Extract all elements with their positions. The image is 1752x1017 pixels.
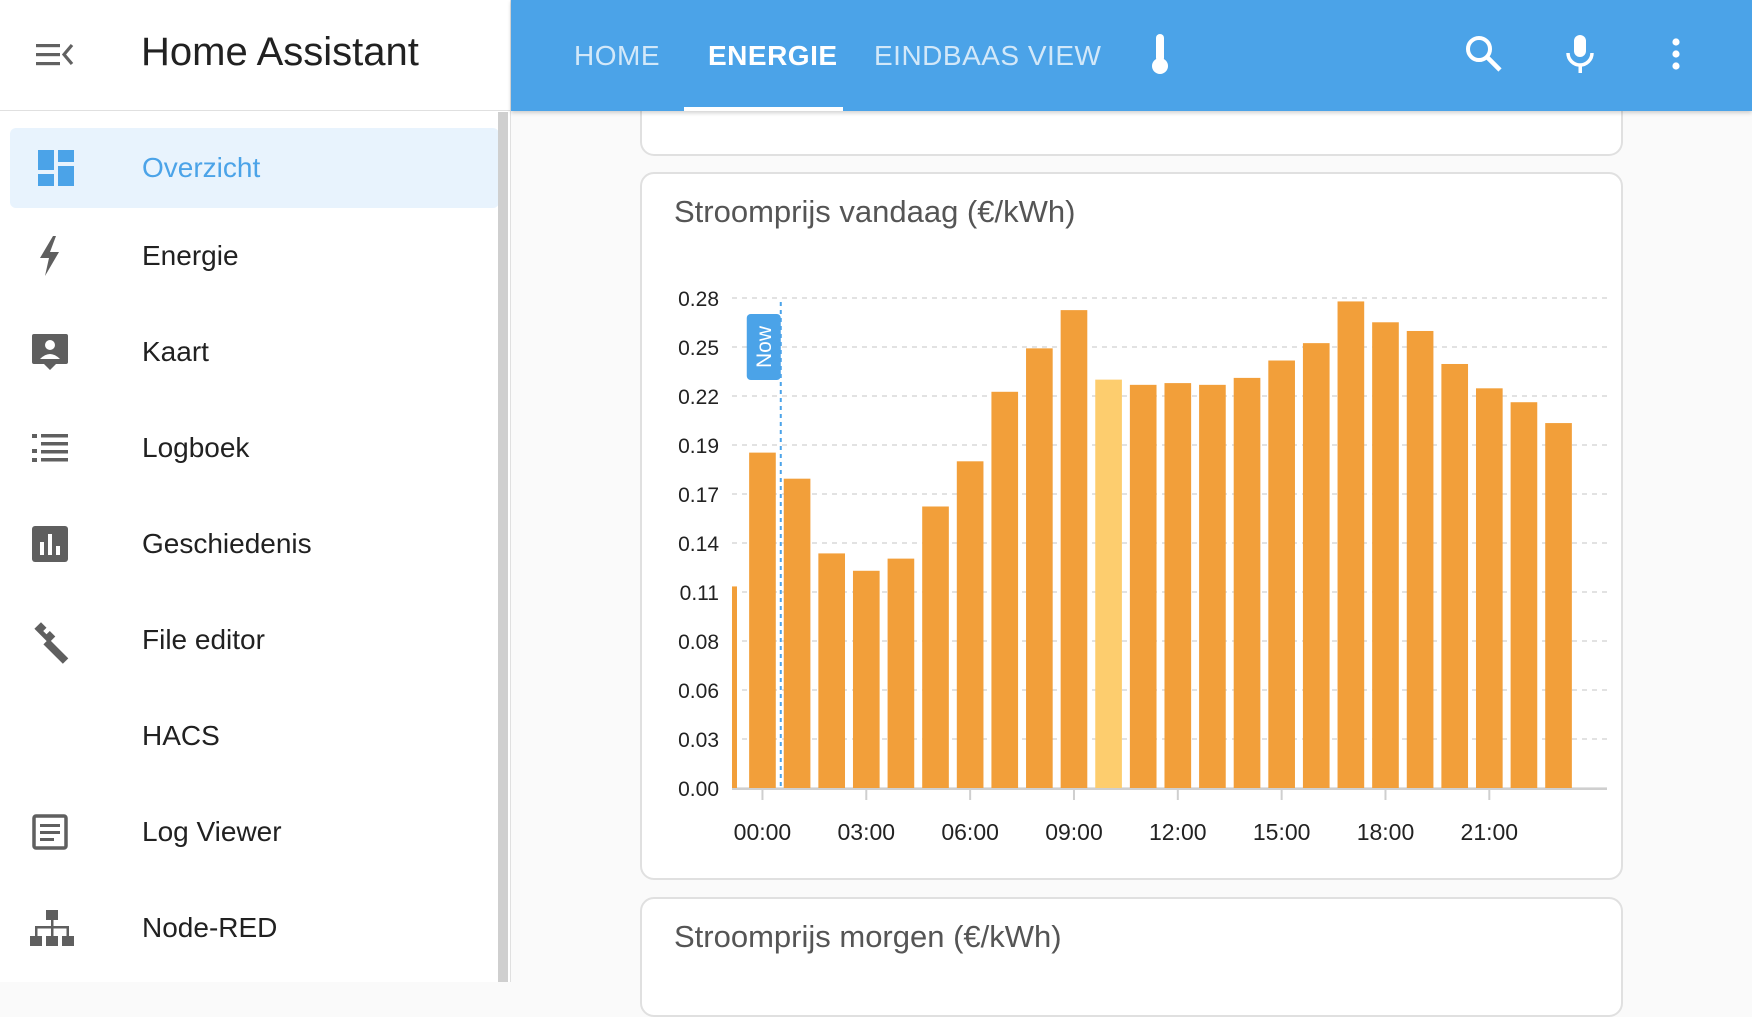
menu-toggle-icon[interactable]	[30, 36, 78, 74]
sidebar-item-node-red[interactable]: Node-RED	[0, 880, 511, 976]
sidebar-item-label: Log Viewer	[142, 816, 282, 847]
bar	[1302, 343, 1330, 788]
y-tick-label: 0.03	[678, 729, 719, 752]
x-tick-label: 12:00	[1149, 819, 1207, 845]
bar	[1441, 363, 1469, 788]
tab-eindbaas-view[interactable]: EINDBAAS VIEW	[874, 40, 1102, 71]
sidebar-item-energie[interactable]: Energie	[0, 208, 511, 304]
list-icon	[30, 428, 70, 468]
wrench-icon	[30, 620, 70, 664]
sidebar-item-log-viewer[interactable]: Log Viewer	[0, 784, 511, 880]
bar	[783, 478, 811, 788]
bar	[1510, 402, 1538, 788]
bar	[922, 506, 949, 788]
sidebar-item-label: Energie	[142, 240, 239, 271]
price-tomorrow-card: Stroomprijs morgen (€/kWh)	[640, 897, 1623, 1017]
tab-home[interactable]: HOME	[574, 40, 660, 71]
microphone-icon[interactable]	[1558, 32, 1602, 76]
sidebar-item-label: File editor	[142, 624, 265, 655]
sidebar-item-label: Node-RED	[142, 912, 278, 943]
bar	[887, 558, 915, 788]
sidebar-item-label: Kaart	[142, 336, 209, 367]
bar	[1199, 384, 1226, 788]
bar	[1372, 322, 1399, 788]
bar	[1475, 388, 1503, 788]
bar	[1164, 383, 1192, 788]
sidebar: Home Assistant Overzicht Energie	[0, 0, 511, 982]
top-bar: HOME ENERGIE EINDBAAS VIEW	[511, 0, 1752, 111]
dashboard-icon	[36, 148, 76, 188]
sidebar-scrollbar[interactable]	[498, 112, 508, 982]
y-tick-label: 0.28	[678, 288, 719, 311]
bar	[1337, 301, 1365, 788]
y-tick-label: 0.19	[678, 435, 719, 458]
sidebar-item-file-editor[interactable]: File editor	[0, 592, 511, 688]
search-icon[interactable]	[1462, 32, 1506, 76]
x-tick-label: 09:00	[1045, 819, 1103, 845]
y-tick-label: 0.06	[678, 680, 719, 703]
y-tick-label: 0.25	[678, 337, 719, 360]
sidebar-item-kaart[interactable]: Kaart	[0, 304, 511, 400]
sidebar-item-overzicht[interactable]: Overzicht	[10, 128, 499, 208]
sidebar-header: Home Assistant	[0, 0, 511, 111]
sidebar-item-hacs[interactable]: HACS	[0, 688, 511, 784]
x-tick-label: 18:00	[1357, 819, 1415, 845]
x-tick-label: 00:00	[734, 819, 792, 845]
bar	[956, 461, 984, 788]
bar	[1026, 348, 1053, 788]
card-title: Stroomprijs morgen (€/kWh)	[674, 919, 1062, 954]
thermometer-icon[interactable]	[1145, 32, 1175, 76]
y-tick-label: 0.00	[678, 778, 719, 801]
sitemap-icon	[30, 908, 74, 948]
sidebar-item-label: Geschiedenis	[142, 528, 312, 559]
bar	[749, 452, 776, 788]
bar	[1129, 384, 1157, 788]
price-today-chart: 0.00 0.03 0.06 0.08 0.11 0.14 0.17 0.19 0.22 0.25…	[678, 288, 1607, 845]
x-tick-label: 15:00	[1253, 819, 1311, 845]
bar	[818, 553, 846, 788]
bar	[1268, 360, 1295, 788]
bar	[991, 391, 1019, 788]
chart-box-icon	[30, 524, 70, 564]
now-label: Now	[753, 325, 776, 368]
sidebar-item-geschiedenis[interactable]: Geschiedenis	[0, 496, 511, 592]
now-badge	[746, 314, 781, 380]
x-tick-label: 03:00	[838, 819, 896, 845]
price-today-card: Stroomprijs vandaag (€/kWh) 0.00 0.03 0.06…	[640, 172, 1623, 880]
sidebar-item-label: HACS	[142, 720, 220, 751]
bar-partial	[732, 586, 737, 788]
x-tick-label: 06:00	[941, 819, 999, 845]
sidebar-item-label: Overzicht	[142, 152, 261, 183]
lightning-bolt-icon	[30, 236, 70, 276]
sidebar-item-logboek[interactable]: Logboek	[0, 400, 511, 496]
map-account-icon	[30, 332, 70, 372]
tab-energie[interactable]: ENERGIE	[708, 40, 838, 71]
y-tick-label: 0.08	[678, 631, 719, 654]
active-tab-indicator	[684, 107, 843, 111]
bar	[1406, 330, 1434, 788]
y-tick-label: 0.17	[678, 484, 719, 507]
sidebar-item-label: Logboek	[142, 432, 250, 463]
bar	[1233, 377, 1261, 788]
card-title: Stroomprijs vandaag (€/kWh)	[674, 194, 1076, 229]
bar	[1060, 310, 1088, 788]
bar	[852, 570, 880, 788]
y-tick-label: 0.14	[678, 533, 719, 556]
y-tick-label: 0.22	[678, 386, 719, 409]
y-tick-label: 0.11	[680, 582, 719, 605]
app-title: Home Assistant	[141, 30, 419, 74]
more-vertical-icon[interactable]	[1654, 32, 1698, 76]
bar	[1545, 423, 1572, 788]
x-tick-label: 21:00	[1461, 819, 1519, 845]
bar	[1095, 379, 1122, 788]
sidebar-nav: Overzicht Energie Kaart	[0, 120, 511, 976]
text-box-icon	[30, 812, 70, 852]
